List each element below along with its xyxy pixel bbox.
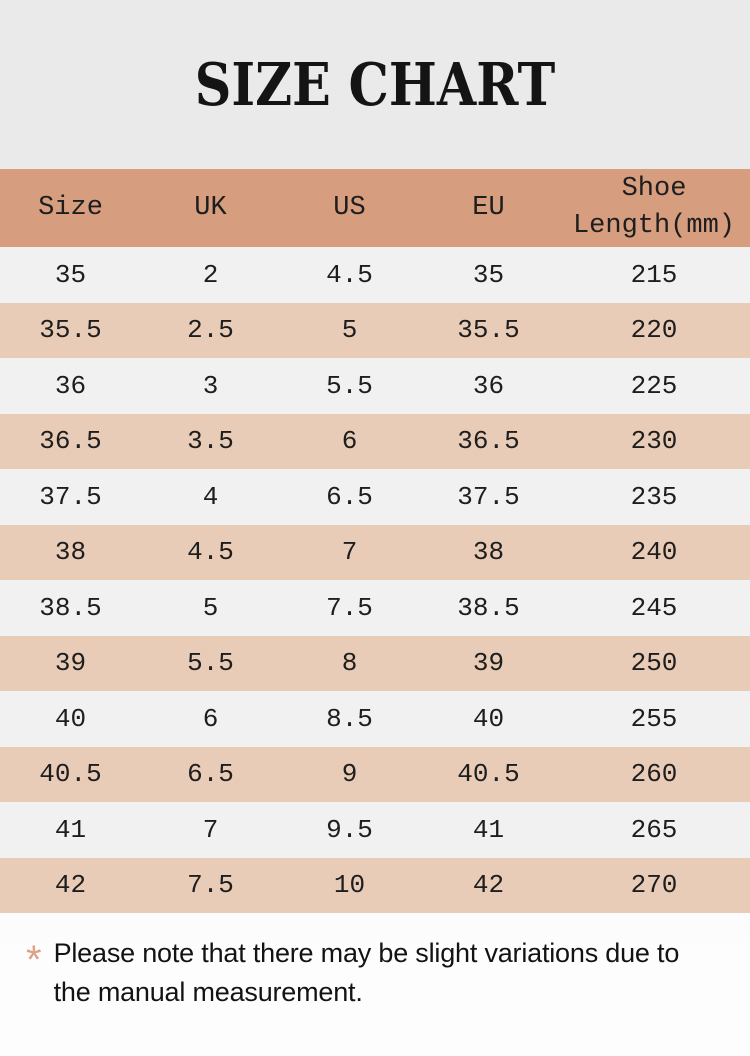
table-cell: 6.5 — [187, 759, 234, 790]
table-cell: 41 — [54, 814, 87, 845]
table-cell: 245 — [630, 592, 678, 623]
table-cell: 35 — [54, 259, 87, 290]
size-table: Size UK US EU Shoe Length(mm) 35 2 4.5 35 215 35.… — [0, 169, 750, 913]
table-cell: 41 — [472, 814, 505, 845]
table-cell: 220 — [630, 315, 678, 346]
table-cell: 39 — [54, 648, 87, 679]
table-row: 39 5.5 8 39 250 — [0, 635, 750, 691]
table-cell: 38.5 — [39, 592, 102, 623]
table-cell: 7.5 — [326, 592, 373, 623]
table-cell: 4.5 — [326, 259, 373, 290]
table-cell: 240 — [630, 537, 678, 568]
footnote: * Please note that there may be slight v… — [26, 934, 722, 1012]
table-cell: 270 — [630, 870, 678, 901]
table-row: 36 3 5.5 36 225 — [0, 358, 750, 414]
column-header: US — [280, 169, 419, 247]
column-header: EU — [419, 169, 558, 247]
table-cell: 255 — [630, 703, 678, 734]
table-cell: 4.5 — [187, 537, 234, 568]
table-cell: 42 — [54, 870, 87, 901]
table-row: 40.5 6.5 9 40.5 260 — [0, 746, 750, 802]
table-cell: 265 — [630, 814, 678, 845]
table-cell: 6 — [341, 426, 358, 457]
table-cell: 38 — [472, 537, 505, 568]
size-table-head: Size UK US EU Shoe Length(mm) — [0, 169, 750, 247]
table-cell: 40 — [472, 703, 505, 734]
table-row: 35 2 4.5 35 215 — [0, 247, 750, 303]
table-cell: 215 — [630, 259, 678, 290]
table-row: 35.5 2.5 5 35.5 220 — [0, 302, 750, 358]
table-cell: 36 — [472, 370, 505, 401]
table-cell: 36 — [54, 370, 87, 401]
table-cell: 40.5 — [39, 759, 102, 790]
table-cell: 2 — [202, 259, 219, 290]
table-cell: 5.5 — [326, 370, 373, 401]
table-cell: 250 — [630, 648, 678, 679]
table-cell: 39 — [472, 648, 505, 679]
table-cell: 37.5 — [39, 481, 102, 512]
table-cell: 35.5 — [457, 315, 520, 346]
table-cell: 4 — [202, 481, 219, 512]
table-cell: 5.5 — [187, 648, 234, 679]
header-row: Size UK US EU Shoe Length(mm) — [0, 169, 750, 247]
table-cell: 7 — [202, 814, 219, 845]
table-cell: 8.5 — [326, 703, 373, 734]
table-cell: 42 — [472, 870, 505, 901]
table-cell: 3.5 — [187, 426, 234, 457]
table-cell: 9.5 — [326, 814, 373, 845]
table-cell: 2.5 — [187, 315, 234, 346]
size-table-body: 35 2 4.5 35 215 35.5 2.5 5 35.5 220 36 3 5.5 36 225 36.… — [0, 247, 750, 913]
table-cell: 235 — [630, 481, 678, 512]
table-cell: 10 — [333, 870, 366, 901]
table-cell: 7.5 — [187, 870, 234, 901]
table-row: 40 6 8.5 40 255 — [0, 691, 750, 747]
table-cell: 5 — [341, 315, 358, 346]
table-cell: 35 — [472, 259, 505, 290]
table-cell: 260 — [630, 759, 678, 790]
column-header: Size — [0, 169, 141, 247]
table-row: 36.5 3.5 6 36.5 230 — [0, 413, 750, 469]
table-cell: 7 — [341, 537, 358, 568]
table-cell: 6.5 — [326, 481, 373, 512]
table-cell: 3 — [202, 370, 219, 401]
table-cell: 38.5 — [457, 592, 520, 623]
table-cell: 38 — [54, 537, 87, 568]
table-row: 37.5 4 6.5 37.5 235 — [0, 469, 750, 525]
table-cell: 6 — [202, 703, 219, 734]
table-row: 38.5 5 7.5 38.5 245 — [0, 580, 750, 636]
column-header: UK — [141, 169, 280, 247]
column-header: Shoe Length(mm) — [558, 169, 750, 247]
table-row: 38 4.5 7 38 240 — [0, 524, 750, 580]
table-cell: 36.5 — [39, 426, 102, 457]
page-title: SIZE CHART — [194, 50, 556, 119]
table-row: 41 7 9.5 41 265 — [0, 802, 750, 858]
table-cell: 37.5 — [457, 481, 520, 512]
table-cell: 9 — [341, 759, 358, 790]
footnote-text: Please note that there may be slight var… — [53, 938, 680, 1007]
table-cell: 225 — [630, 370, 678, 401]
table-cell: 36.5 — [457, 426, 520, 457]
table-cell: 40.5 — [457, 759, 520, 790]
table-cell: 40 — [54, 703, 87, 734]
asterisk-icon: * — [26, 938, 42, 982]
table-cell: 5 — [202, 592, 219, 623]
table-cell: 230 — [630, 426, 678, 457]
table-cell: 8 — [341, 648, 358, 679]
table-cell: 35.5 — [39, 315, 102, 346]
table-row: 42 7.5 10 42 270 — [0, 857, 750, 913]
